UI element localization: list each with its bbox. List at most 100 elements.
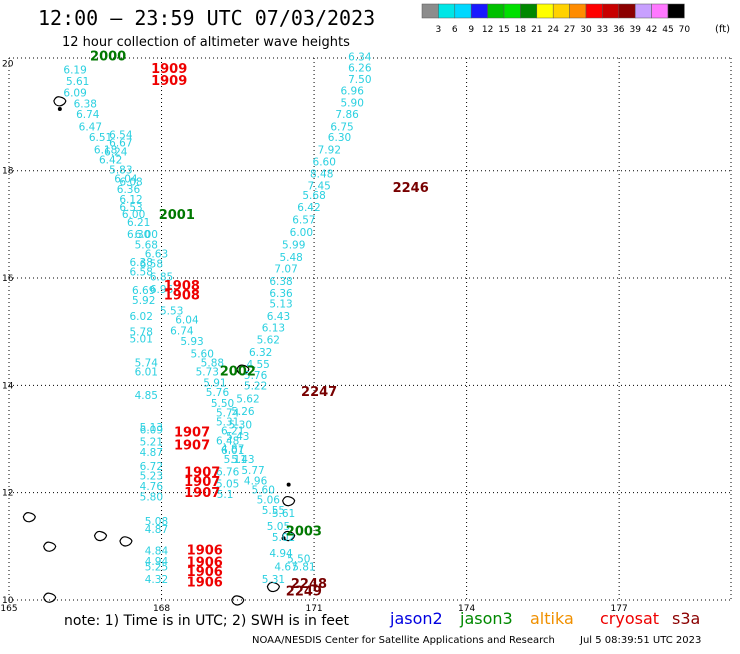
- wave-height-value: 5.50: [287, 553, 310, 565]
- wave-height-value: 5.78: [130, 326, 153, 338]
- wave-height-value: 5.23: [140, 470, 163, 482]
- wave-height-value: 6.12: [119, 194, 142, 206]
- map-title: 12:00 – 23:59 UTC 07/03/2023: [38, 6, 375, 30]
- wave-height-value: 5.05: [216, 478, 239, 490]
- wave-height-value: 5.50: [211, 398, 234, 410]
- legend-value-label: 33: [597, 25, 608, 35]
- legend-swatch: [454, 3, 472, 19]
- legend-sat-cryosat: cryosat: [600, 609, 659, 628]
- wave-height-value: 5.74: [135, 358, 159, 370]
- wave-height-value: 7.07: [274, 264, 297, 276]
- wave-height-value: 5.73: [196, 367, 219, 379]
- wave-height-value: 6.63: [145, 249, 168, 261]
- legend-value-label: 12: [482, 25, 493, 35]
- pass-time-label: 1908: [164, 288, 200, 303]
- wave-height-value: 5.53: [160, 306, 183, 318]
- wave-height-value: 4.55: [246, 359, 269, 371]
- wave-height-value: 6.85: [150, 272, 173, 284]
- wave-height-value: 6.08: [119, 177, 142, 189]
- wave-height-value: 6.60: [313, 156, 336, 168]
- wave-height-value: 5.08: [145, 516, 168, 528]
- pass-time-label: 2000: [90, 50, 126, 65]
- wave-height-value: 6.74: [76, 109, 100, 121]
- wave-height-value: 6.36: [117, 184, 141, 196]
- island-outline: [282, 530, 296, 542]
- wave-height-value: 5.68: [302, 190, 325, 202]
- legend-swatch: [487, 3, 505, 19]
- wave-height-value: 6.96: [150, 284, 174, 296]
- pass-time-label: 1908: [164, 279, 200, 294]
- wave-height-value: 6.09: [63, 88, 86, 100]
- wave-height-value: 5.13: [140, 422, 163, 434]
- legend-swatch: [634, 3, 652, 19]
- island-outline: [22, 512, 36, 523]
- wave-height-value: 5.31: [262, 574, 285, 586]
- wave-height-value: 5.62: [257, 334, 280, 346]
- wave-height-value: 5.68: [135, 240, 158, 252]
- wave-height-value: 6.51: [89, 132, 112, 144]
- legend-value-label: 6: [452, 25, 458, 35]
- wave-height-value: 6.09: [140, 425, 163, 437]
- wave-height-value: 7.50: [348, 74, 371, 86]
- island-dot: [286, 482, 291, 487]
- wave-height-value: 5.76: [244, 370, 268, 382]
- x-tick-label: 174: [458, 604, 475, 614]
- wave-height-value: 6.02: [130, 311, 153, 323]
- wave-height-value: 5.80: [140, 492, 163, 504]
- legend-value-label: 27: [564, 25, 575, 35]
- wave-height-value: 5.43: [226, 431, 249, 443]
- legend-value-label: 21: [531, 25, 542, 35]
- wave-height-value: 6.21: [127, 217, 150, 229]
- legend-swatch: [569, 3, 587, 19]
- pass-time-label: 1907: [174, 439, 210, 454]
- legend-swatch: [536, 3, 554, 19]
- wave-height-value: 6.72: [140, 461, 163, 473]
- legend-swatch: [667, 3, 685, 19]
- wave-height-value: 5.55: [262, 505, 285, 517]
- lat-lon-grid: [8, 57, 732, 601]
- wave-height-value: 4.87: [140, 447, 163, 459]
- wave-height-value: 6.26: [348, 62, 372, 74]
- pass-time-label: 2246: [393, 181, 429, 196]
- legend-swatch: [651, 3, 669, 19]
- island-outline: [53, 96, 67, 107]
- wave-height-value: 6.30: [328, 132, 351, 144]
- pass-time-label: 2247: [301, 385, 337, 400]
- island-outline: [93, 530, 108, 542]
- legend-value-label: 45: [662, 25, 673, 35]
- island-dot: [57, 106, 62, 111]
- pass-time-label: 2003: [286, 525, 322, 540]
- wave-height-value: 5.25: [145, 561, 168, 573]
- wave-height-value: 7.45: [307, 180, 330, 192]
- wave-height-value: 6.43: [267, 311, 290, 323]
- legend-unit: (ft): [715, 24, 730, 35]
- wave-height-value: 6.74: [170, 325, 194, 337]
- wave-height-value: 5.60: [252, 485, 275, 497]
- wave-height-value: 5.11: [224, 454, 247, 466]
- wave-height-value: 5.31: [216, 417, 239, 429]
- x-tick-label: 177: [611, 604, 628, 614]
- x-tick-label: 171: [305, 604, 322, 614]
- wave-height-value: 4.76: [140, 481, 164, 493]
- legend-swatch: [520, 3, 538, 19]
- wave-height-value: 5.91: [203, 377, 226, 389]
- island-outlines: [22, 96, 296, 606]
- island-outline: [43, 592, 57, 603]
- wave-height-value: 6.04: [175, 315, 199, 327]
- y-tick-label: 20: [2, 59, 14, 69]
- wave-height-value: 5.43: [231, 454, 254, 466]
- island-outline: [43, 541, 57, 552]
- legend-sat-jason2: jason2: [389, 609, 443, 628]
- wave-height-value: 5.88: [201, 358, 224, 370]
- y-tick-label: 12: [2, 489, 13, 499]
- wave-height-value: 5.61: [66, 76, 89, 88]
- wave-height-value: 6.38: [130, 257, 153, 269]
- pass-time-label: 2001: [159, 208, 195, 223]
- legend-value-label: 24: [547, 25, 559, 35]
- pass-time-label: 2248: [291, 577, 327, 592]
- pass-time-label: 1906: [187, 543, 223, 558]
- wave-height-value: 4.87: [221, 443, 244, 455]
- wave-height-value: 5.21: [140, 436, 163, 448]
- wave-height-value: 5.26: [231, 406, 255, 418]
